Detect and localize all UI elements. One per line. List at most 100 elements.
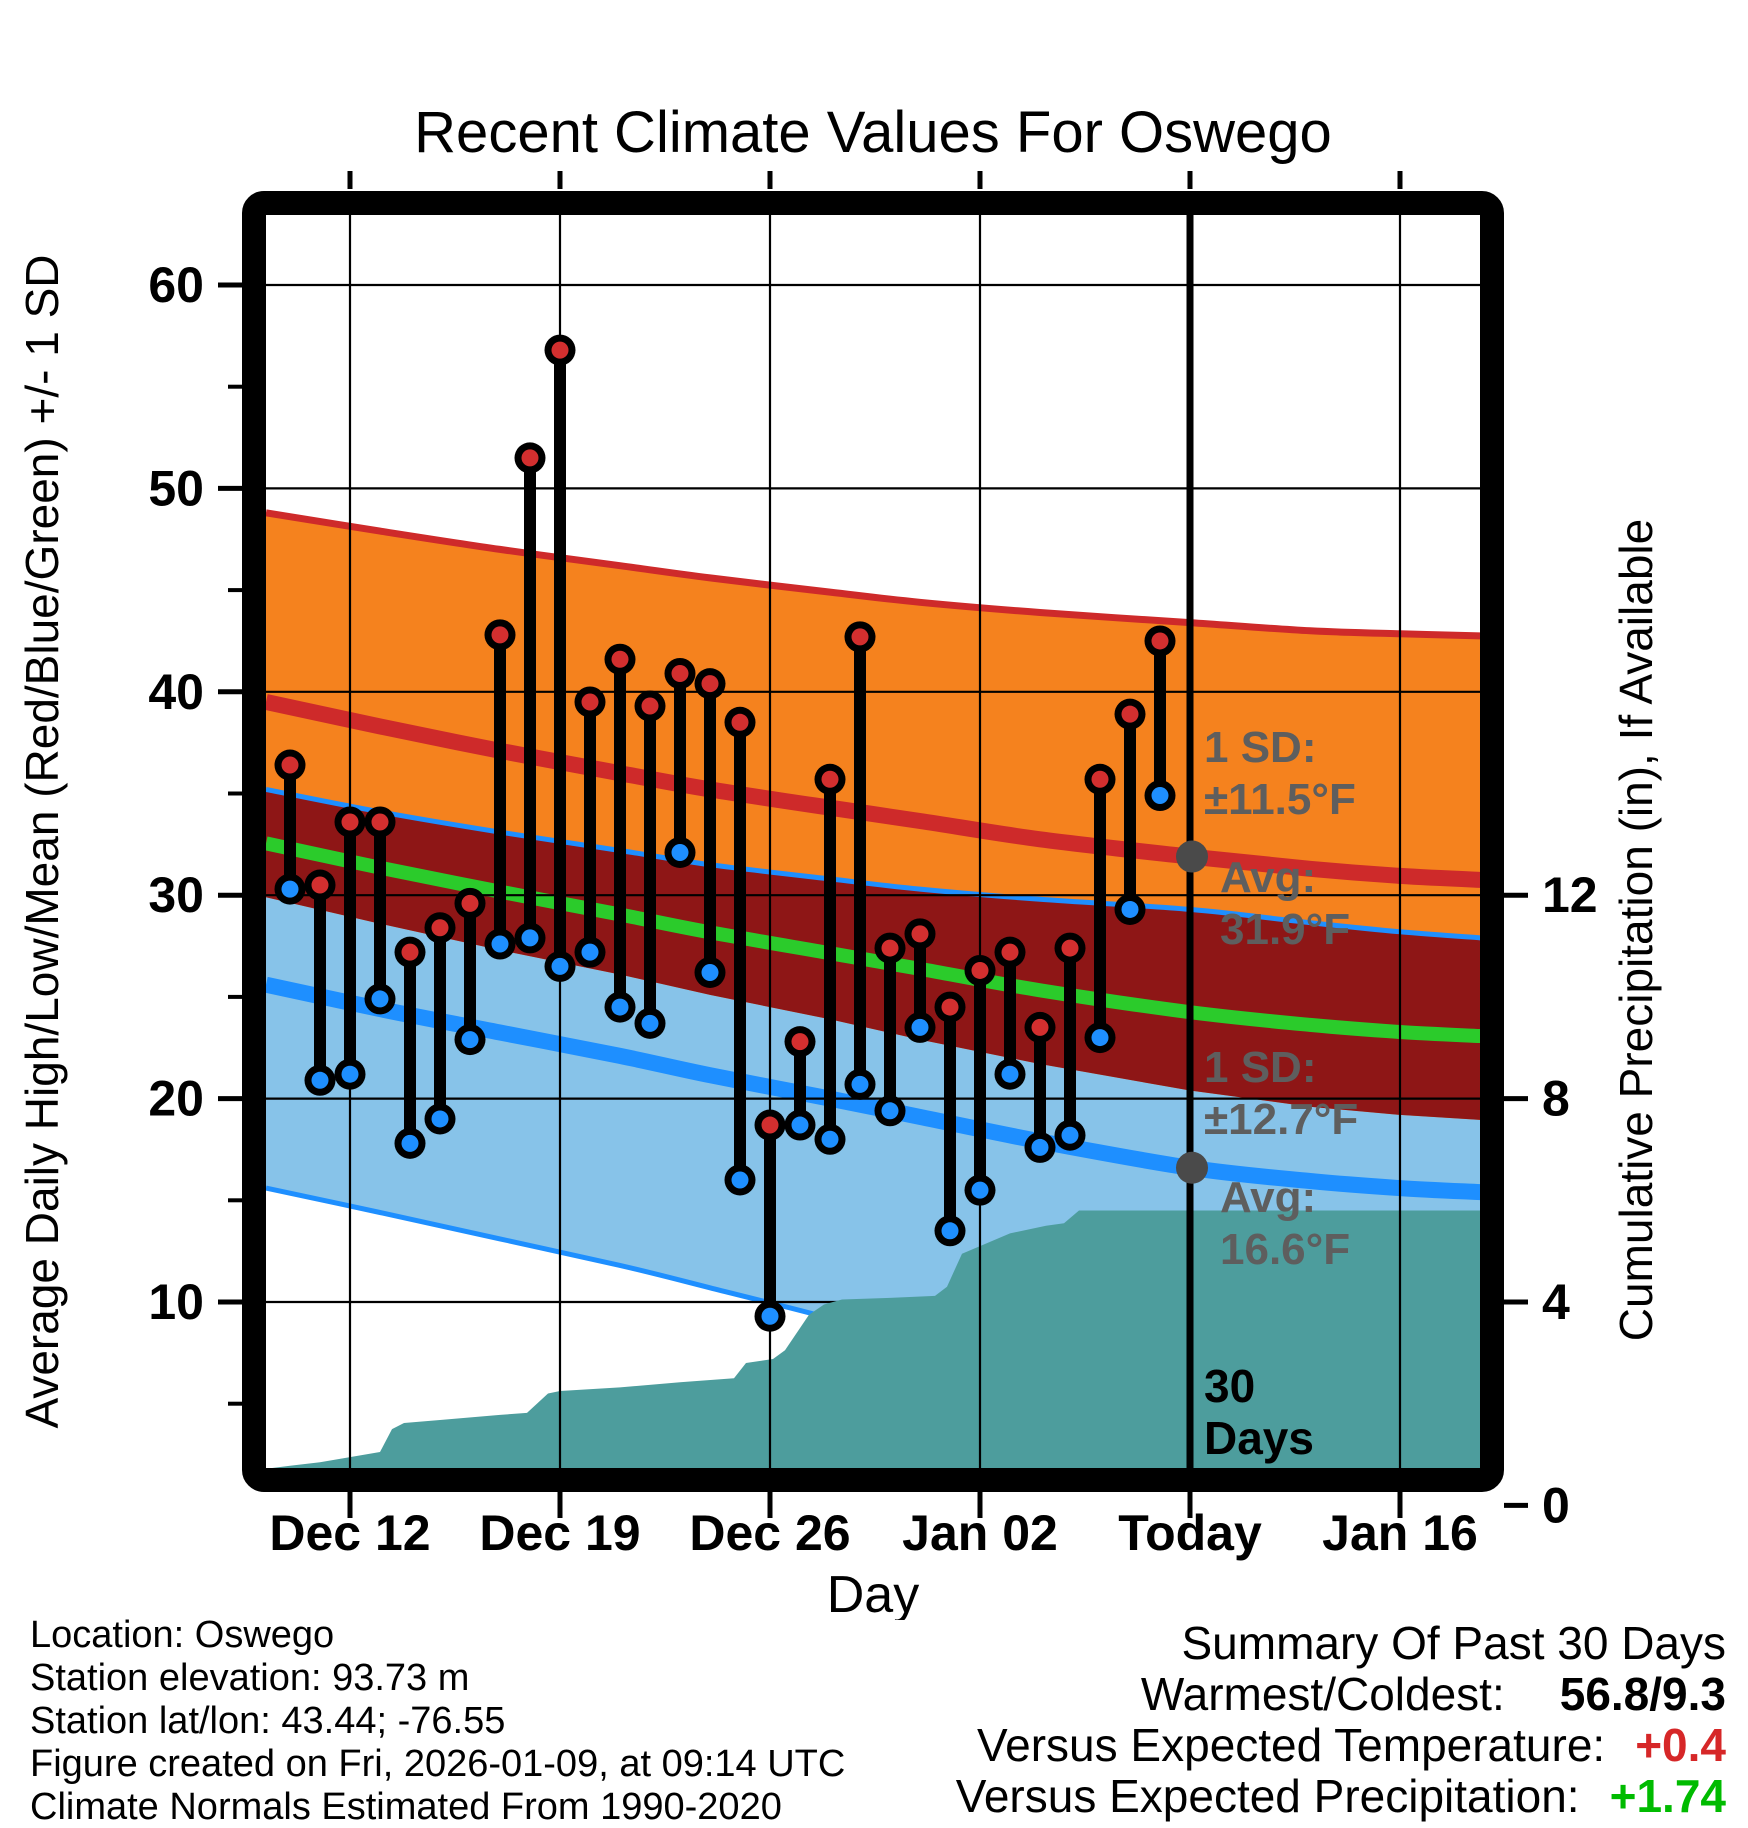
low-dot (761, 1307, 779, 1325)
stem-dec-31 (904, 918, 936, 1043)
climate-chart: 1 SD: ±11.5°F Avg: 31.9°F 1 SD: ±12.7°F Avg: 16… (16, 100, 1662, 1624)
stem-dec-22 (634, 690, 666, 1039)
high-dot (671, 664, 689, 682)
svg-text:30: 30 (1204, 1360, 1255, 1412)
low-dot (821, 1130, 839, 1148)
svg-text:±12.7°F: ±12.7°F (1204, 1095, 1358, 1144)
stem-dec-11 (304, 869, 336, 1096)
x-tick-label: Dec 19 (479, 1505, 640, 1561)
low-dot (431, 1110, 449, 1128)
stem-dec-12 (334, 806, 366, 1090)
stem-dec-23 (664, 657, 696, 868)
vs-precipitation-value: +1.74 (1609, 1770, 1726, 1822)
axis-labels: 10 20 30 40 50 60 0 4 8 12 Dec 12 Dec 19 Dec 26 Jan 0… (16, 100, 1662, 1624)
stem-dec-18 (514, 442, 546, 954)
high-dot (1061, 939, 1079, 957)
low-dot (491, 935, 509, 953)
stem-jan-01 (934, 991, 966, 1247)
high-dot (491, 626, 509, 644)
low-dot (671, 843, 689, 861)
x-tick-label: Jan 16 (1322, 1505, 1478, 1561)
svg-text:±11.5°F: ±11.5°F (1204, 775, 1356, 824)
stem-dec-10 (274, 749, 306, 905)
stem-dec-29 (844, 621, 876, 1100)
y-right-tick-label: 0 (1542, 1477, 1570, 1533)
y-left-tick-label: 60 (148, 257, 204, 313)
mean-line (266, 836, 1480, 1044)
low-dot (1061, 1126, 1079, 1144)
vs-temperature-value: +0.4 (1635, 1719, 1726, 1771)
high-dot (371, 813, 389, 831)
y-left-tick-label: 50 (148, 460, 204, 516)
low-dot (791, 1116, 809, 1134)
low-dot (911, 1018, 929, 1036)
low-dot (1151, 787, 1169, 805)
high-dot (1001, 943, 1019, 961)
svg-text:Avg:: Avg: (1220, 853, 1316, 902)
high-dot (911, 925, 929, 943)
high-dot (881, 939, 899, 957)
high-dot (551, 341, 569, 359)
stem-dec-27 (784, 1026, 816, 1141)
high-dot (431, 919, 449, 937)
stem-jan-03 (994, 936, 1026, 1090)
stem-dec-24 (694, 668, 726, 988)
high-dot (521, 449, 539, 467)
high-dot (281, 756, 299, 774)
x-tick-label: Dec 12 (269, 1505, 430, 1561)
high-dot (761, 1116, 779, 1134)
high-dot (461, 894, 479, 912)
low-dot (941, 1222, 959, 1240)
stem-dec-13 (364, 806, 396, 1015)
high-dot (1151, 632, 1169, 650)
warmest-coldest-value: 56.8/9.3 (1559, 1668, 1726, 1720)
stem-dec-15 (424, 912, 456, 1135)
chart-title: Recent Climate Values For Oswego (414, 100, 1332, 165)
svg-text:16.6°F: 16.6°F (1220, 1225, 1350, 1274)
figure-created: Figure created on Fri, 2026-01-09, at 09… (30, 1743, 846, 1785)
stem-dec-28 (814, 763, 846, 1155)
high-dot (641, 697, 659, 715)
y-right-tick-label: 8 (1542, 1071, 1570, 1127)
low-dot (881, 1102, 899, 1120)
high-dot (341, 813, 359, 831)
high-dot (821, 770, 839, 788)
svg-text:1 SD:: 1 SD: (1204, 723, 1316, 772)
plot-border (242, 191, 1504, 1492)
y-right-axis-title: Cumulative Precipitation (in), If Availa… (1610, 519, 1662, 1341)
high-dot (1091, 770, 1109, 788)
x-tick-label: Today (1118, 1505, 1262, 1561)
stem-dec-25 (724, 706, 756, 1196)
avg-high-marker (1176, 840, 1208, 873)
climate-normals-note: Climate Normals Estimated From 1990-2020 (30, 1786, 782, 1828)
low-dot (551, 957, 569, 975)
low-dot (1031, 1138, 1049, 1156)
axis-ticks (218, 171, 1528, 1518)
high-dot (1121, 705, 1139, 723)
high-dot (731, 713, 749, 731)
low-dot (581, 943, 599, 961)
low-dot (731, 1171, 749, 1189)
svg-text:31.9°F: 31.9°F (1220, 905, 1350, 954)
station-location: Location: Oswego (30, 1614, 335, 1656)
svg-text:1 SD:: 1 SD: (1204, 1043, 1316, 1092)
stem-dec-30 (874, 932, 906, 1127)
y-left-tick-label: 40 (148, 664, 204, 720)
stem-dec-16 (454, 887, 486, 1056)
y-right-tick-label: 12 (1542, 867, 1598, 923)
low-dot (521, 929, 539, 947)
high-dot (581, 693, 599, 711)
stem-dec-19 (544, 334, 576, 982)
y-right-tick-label: 4 (1542, 1274, 1570, 1330)
high-dot (851, 628, 869, 646)
y-left-tick-label: 30 (148, 867, 204, 923)
y-left-tick-label: 10 (148, 1274, 204, 1330)
low-dot (611, 998, 629, 1016)
summary-row-vs-temperature: Versus Expected Temperature: +0.4 (956, 1720, 1726, 1771)
summary-row-vs-precipitation: Versus Expected Precipitation: +1.74 (956, 1771, 1726, 1822)
low-dot (311, 1071, 329, 1089)
high-dot (701, 675, 719, 693)
stem-dec-26 (754, 1109, 786, 1332)
